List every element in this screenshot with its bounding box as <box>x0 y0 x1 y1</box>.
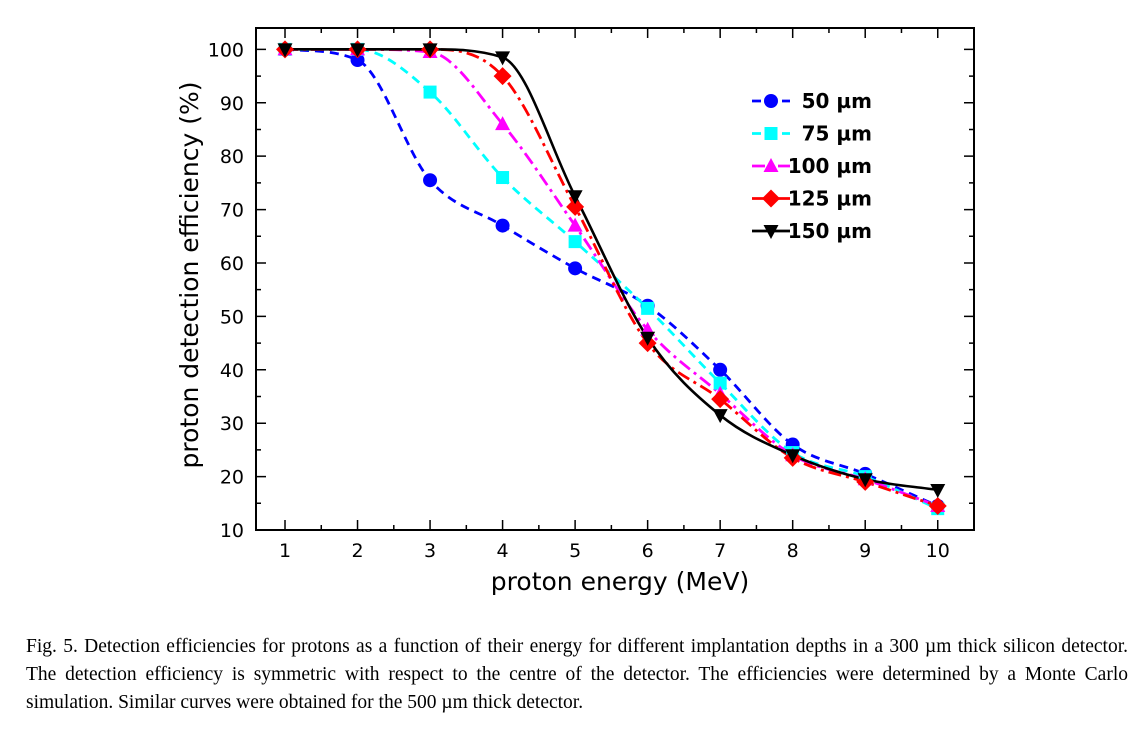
series-line <box>285 47 939 508</box>
data-point <box>277 43 293 58</box>
data-point <box>712 409 728 424</box>
data-point <box>495 218 510 233</box>
x-tick-label: 2 <box>351 540 363 562</box>
x-axis-title: proton energy (MeV) <box>491 567 749 596</box>
x-tick-label: 6 <box>642 540 654 562</box>
x-tick-label: 5 <box>569 540 581 562</box>
data-point <box>423 173 438 188</box>
x-tick-label: 9 <box>859 540 871 562</box>
legend: 50 µm 75 µm 100 µm 125 µm 150 µm <box>752 89 872 243</box>
y-tick-label: 70 <box>220 200 244 222</box>
legend-marker <box>764 94 778 108</box>
series-line <box>284 47 939 508</box>
data-point <box>641 301 655 315</box>
efficiency-chart: 1 2 3 4 5 6 7 8 9 10 10 20 30 40 50 60 70 80 90 100 50 µm 7… <box>175 27 975 596</box>
series-line <box>285 48 938 492</box>
data-point <box>495 51 511 66</box>
data-point <box>640 331 656 346</box>
legend-label: 125 µm <box>788 187 872 211</box>
y-tick-label: 90 <box>220 93 244 115</box>
data-point <box>423 85 437 99</box>
data-point <box>711 390 730 409</box>
data-point <box>496 171 510 185</box>
y-tick-label: 40 <box>220 360 244 382</box>
y-tick-labels: 10 20 30 40 50 60 70 80 90 100 <box>208 39 244 542</box>
data-point <box>928 496 947 515</box>
x-tick-labels: 1 2 3 4 5 6 7 8 9 10 <box>279 540 950 562</box>
series-line <box>285 47 939 510</box>
data-point <box>493 67 512 86</box>
y-tick-label: 30 <box>220 413 244 435</box>
legend-label: 75 µm <box>802 122 872 146</box>
data-point <box>713 376 727 390</box>
axis-ticks <box>256 28 974 531</box>
y-tick-label: 100 <box>208 39 244 61</box>
data-point <box>713 362 728 377</box>
plot-frame <box>255 27 975 531</box>
data-point <box>350 43 366 58</box>
data-point <box>930 483 946 498</box>
data-point <box>857 473 873 488</box>
legend-marker <box>762 189 780 208</box>
legend-label: 100 µm <box>788 154 872 178</box>
y-axis-title: proton detection efficiency (%) <box>175 81 204 468</box>
x-tick-label: 8 <box>787 540 799 562</box>
legend-marker <box>764 127 778 140</box>
data-point <box>567 217 583 232</box>
data-point <box>567 190 583 205</box>
data-point <box>568 261 583 276</box>
x-tick-label: 3 <box>424 540 436 562</box>
legend-marker <box>763 225 779 239</box>
data-point <box>422 43 438 58</box>
legend-label: 50 µm <box>802 89 872 113</box>
x-tick-label: 4 <box>497 540 509 562</box>
figure-caption: Fig. 5. Detection efficiencies for proto… <box>26 636 1128 713</box>
legend-label: 150 µm <box>788 219 872 243</box>
data-point <box>495 116 511 131</box>
data-point <box>350 53 365 68</box>
data-point <box>568 235 582 249</box>
y-tick-label: 10 <box>220 520 244 542</box>
tick-marks <box>256 28 974 531</box>
y-tick-label: 50 <box>220 306 244 328</box>
y-tick-label: 20 <box>220 467 244 489</box>
series-markers <box>276 40 947 516</box>
data-point <box>785 449 801 464</box>
series-lines <box>284 47 939 510</box>
y-tick-label: 60 <box>220 253 244 275</box>
x-tick-label: 10 <box>926 540 950 562</box>
data-point <box>566 197 585 216</box>
legend-marker <box>763 158 779 172</box>
y-tick-label: 80 <box>220 146 244 168</box>
x-tick-label: 1 <box>279 540 291 562</box>
x-tick-label: 7 <box>714 540 726 562</box>
